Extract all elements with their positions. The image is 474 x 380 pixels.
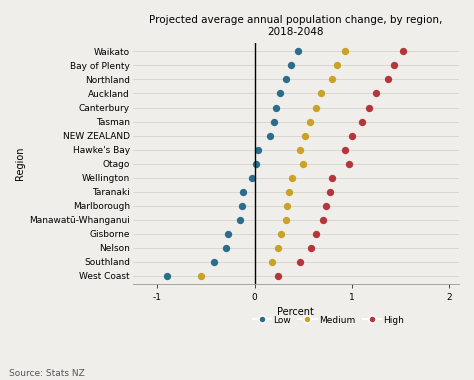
- Point: [301, 133, 309, 139]
- Point: [287, 62, 294, 68]
- Point: [326, 189, 333, 195]
- Point: [341, 147, 349, 153]
- Point: [248, 175, 255, 181]
- Point: [306, 119, 314, 125]
- Point: [358, 119, 365, 125]
- Point: [322, 203, 329, 209]
- Point: [345, 161, 353, 167]
- Point: [274, 245, 282, 251]
- Point: [163, 273, 171, 279]
- Point: [300, 161, 307, 167]
- Legend: Low, Medium, High: Low, Medium, High: [249, 312, 408, 328]
- Point: [252, 161, 259, 167]
- Point: [236, 217, 244, 223]
- Point: [348, 133, 356, 139]
- Point: [270, 119, 278, 125]
- Point: [255, 147, 262, 153]
- Point: [210, 259, 218, 265]
- Point: [365, 105, 373, 111]
- Point: [282, 76, 290, 82]
- Point: [288, 175, 295, 181]
- Text: Source: Stats NZ: Source: Stats NZ: [9, 369, 85, 378]
- Point: [283, 203, 291, 209]
- Point: [334, 62, 341, 68]
- Point: [282, 217, 290, 223]
- Point: [399, 48, 406, 54]
- Point: [312, 105, 319, 111]
- Point: [274, 273, 282, 279]
- Point: [238, 203, 246, 209]
- Point: [373, 90, 380, 97]
- Point: [328, 76, 336, 82]
- Point: [319, 217, 327, 223]
- Point: [328, 175, 336, 181]
- Point: [297, 259, 304, 265]
- Point: [341, 48, 349, 54]
- Point: [225, 231, 232, 237]
- Title: Projected average annual population change, by region,
2018-2048: Projected average annual population chan…: [149, 15, 443, 36]
- Point: [268, 259, 276, 265]
- Point: [272, 105, 280, 111]
- Point: [294, 48, 302, 54]
- Point: [390, 62, 398, 68]
- Point: [277, 231, 284, 237]
- Point: [297, 147, 304, 153]
- X-axis label: Percent: Percent: [277, 307, 314, 317]
- Point: [285, 189, 292, 195]
- Point: [266, 133, 274, 139]
- Point: [312, 231, 319, 237]
- Point: [222, 245, 230, 251]
- Point: [197, 273, 205, 279]
- Point: [384, 76, 392, 82]
- Y-axis label: Region: Region: [15, 147, 25, 180]
- Point: [276, 90, 283, 97]
- Point: [307, 245, 315, 251]
- Point: [239, 189, 246, 195]
- Point: [317, 90, 325, 97]
